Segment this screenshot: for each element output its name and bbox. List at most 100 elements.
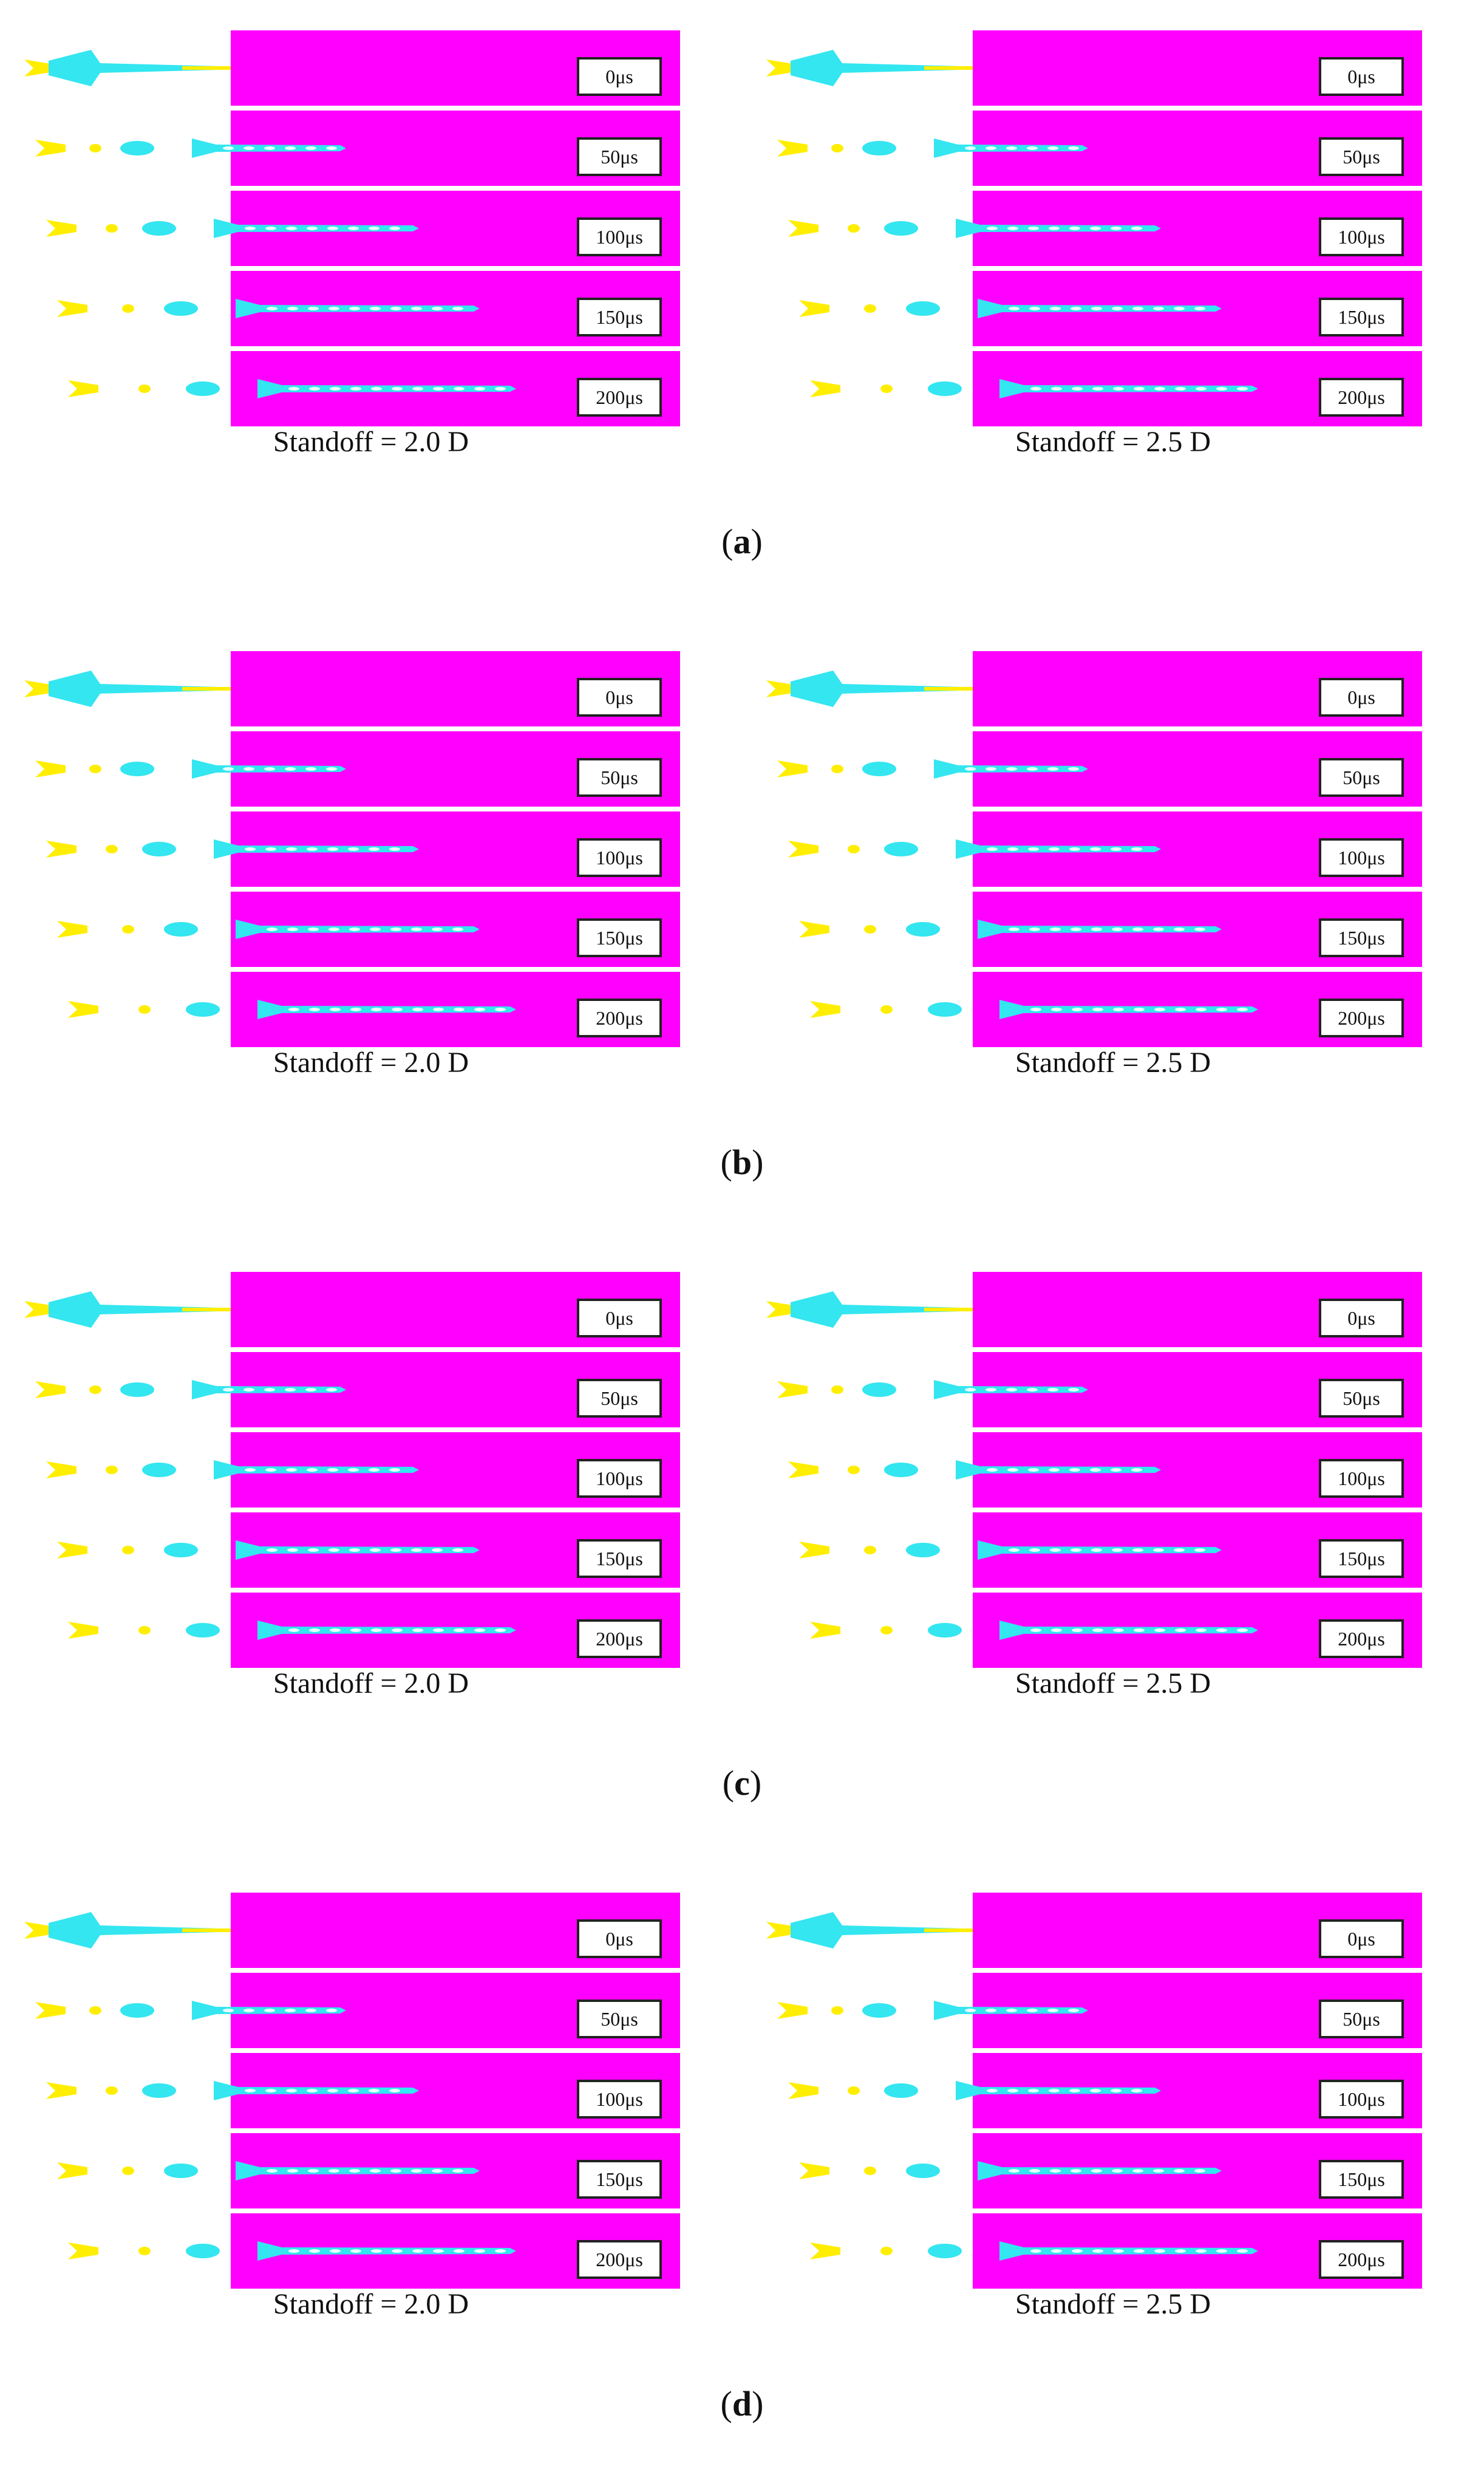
time-label: 50μs: [1319, 137, 1404, 176]
slug-tail: [777, 140, 808, 157]
jet-necking: [307, 2089, 318, 2092]
jet-necking: [1072, 2249, 1083, 2253]
shaped-charge-jet-graphic: [788, 839, 1161, 859]
time-label: 200μs: [577, 378, 662, 417]
simulation-standoff-2-5: 0μs 50μs 100μs 150μs 200μs Standoff = 2.5 D: [742, 1242, 1484, 1862]
jet-necking: [371, 2249, 382, 2253]
time-step-row: 200μs: [742, 972, 1484, 1047]
jet-necking: [1134, 2249, 1145, 2253]
jet-necking: [1196, 1008, 1207, 1011]
shaped-charge-jet-graphic: [24, 671, 231, 707]
jet-necking: [1029, 2169, 1040, 2173]
jet-necking: [349, 927, 360, 931]
standoff-caption: Standoff = 2.5 D: [1015, 426, 1211, 458]
standoff-caption: Standoff = 2.0 D: [273, 1667, 469, 1699]
jet-necking: [432, 307, 443, 310]
jet-necking: [1111, 847, 1122, 851]
jet-necking: [1070, 307, 1081, 310]
jet-necking: [287, 307, 298, 310]
time-label: 150μs: [1319, 2160, 1404, 2199]
time-label: 100μs: [577, 838, 662, 877]
time-step-row: 50μs: [742, 111, 1484, 186]
slug-tail: [799, 1542, 829, 1559]
slug-tail: [810, 2242, 840, 2259]
time-label: 100μs: [577, 1459, 662, 1498]
jet-tip: [924, 687, 973, 691]
jet-particle: [906, 2164, 940, 2178]
jet-necking: [307, 1468, 318, 1472]
shaped-charge-jet-graphic: [46, 219, 419, 238]
time-step-row: 150μs: [742, 892, 1484, 967]
shaped-charge-jet-graphic: [788, 219, 1161, 238]
slug-tail: [799, 921, 829, 938]
slug-fragment: [831, 144, 843, 152]
jet-necking: [1090, 2089, 1101, 2092]
jet-necking: [1134, 387, 1145, 391]
jet-necking: [1049, 1468, 1060, 1472]
shaped-charge-jet-graphic: [46, 1460, 419, 1480]
jet-necking: [1153, 2169, 1164, 2173]
time-label: 50μs: [577, 137, 662, 176]
target-plate: 0μs: [973, 651, 1422, 726]
jet-necking: [1112, 307, 1123, 310]
jet-necking: [245, 227, 256, 230]
jet-necking: [223, 767, 234, 771]
shaped-charge-jet-graphic: [46, 2081, 419, 2100]
jet-necking: [1174, 927, 1185, 931]
slug-tail: [57, 300, 87, 317]
jet-necking: [288, 1008, 299, 1011]
jet-tip: [182, 1928, 231, 1932]
jet-necking: [350, 1008, 361, 1011]
jet-necking: [307, 227, 318, 230]
jet-necking: [474, 387, 485, 391]
time-label: 100μs: [1319, 838, 1404, 877]
slug-fragment: [831, 1385, 843, 1394]
jet-necking: [987, 1468, 998, 1472]
slug-tail: [46, 1461, 77, 1478]
time-label: 150μs: [1319, 1539, 1404, 1578]
jet-necking: [1049, 227, 1060, 230]
time-step-row: 0μs: [0, 30, 742, 106]
jet-necking: [1009, 1548, 1019, 1552]
jet-body: [257, 2241, 516, 2261]
jet-necking: [1069, 227, 1080, 230]
shaped-charge-jet-graphic: [788, 2081, 1161, 2100]
jet-necking: [330, 1628, 341, 1632]
jet-necking: [1153, 1548, 1164, 1552]
jet-necking: [1069, 847, 1080, 851]
jet-necking: [1006, 146, 1017, 150]
shaped-charge-jet-graphic: [777, 1380, 1088, 1399]
jet-necking: [267, 927, 277, 931]
panel-label: (c): [722, 1763, 762, 1803]
jet-necking: [411, 307, 422, 310]
jet-necking: [286, 2089, 297, 2092]
jet-necking: [328, 2169, 339, 2173]
jet-necking: [264, 767, 275, 771]
jet-necking: [1069, 1468, 1080, 1472]
jet-necking: [1131, 1468, 1142, 1472]
jet-necking: [1006, 2009, 1017, 2012]
jet-necking: [1174, 2169, 1185, 2173]
jet-necking: [1009, 927, 1019, 931]
jet-tip: [182, 687, 231, 691]
jet-necking: [1030, 2249, 1041, 2253]
jet-necking: [288, 1628, 299, 1632]
jet-necking: [1009, 307, 1019, 310]
simulation-standoff-2-5: 0μs 50μs 100μs 150μs 200μs Standoff = 2.5 D: [742, 621, 1484, 1242]
slug-tail: [24, 1922, 55, 1939]
standoff-caption: Standoff = 2.5 D: [1015, 1667, 1211, 1699]
shaped-charge-jet-graphic: [35, 759, 346, 779]
jet-body: [49, 1912, 219, 1948]
jet-necking: [1029, 927, 1040, 931]
jet-necking: [985, 1388, 996, 1392]
jet-tip: [182, 1308, 231, 1311]
panel-label: (d): [720, 2384, 764, 2423]
jet-necking: [348, 847, 359, 851]
jet-particle: [186, 1002, 220, 1017]
time-step-row: 200μs: [742, 351, 1484, 426]
jet-necking: [1027, 146, 1038, 150]
jet-particle: [862, 141, 896, 155]
jet-tip: [924, 1928, 973, 1932]
slug-fragment: [880, 1005, 893, 1014]
target-plate: 150μs: [231, 1512, 680, 1588]
